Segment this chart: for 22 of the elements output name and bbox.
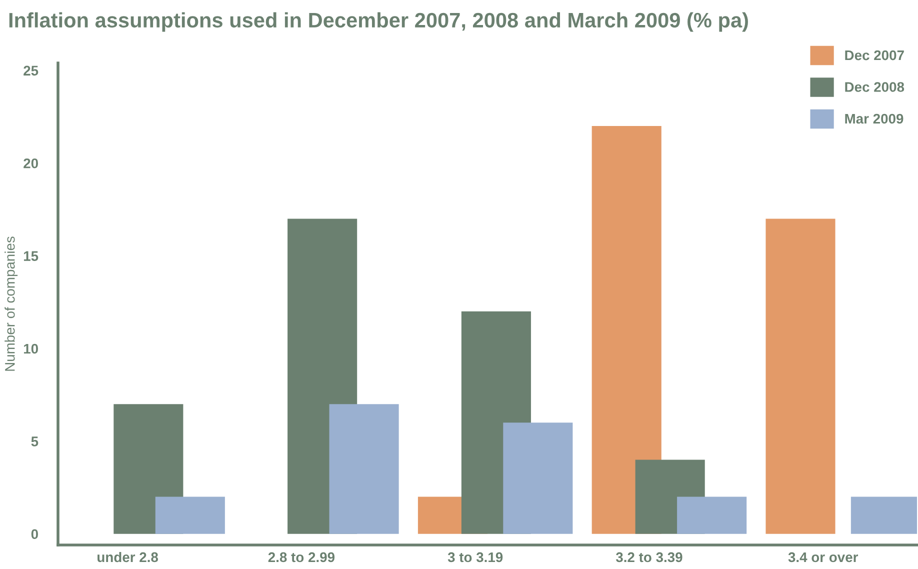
x-tick-label: 3.2 to 3.39 (616, 552, 682, 562)
chart-title: Inflation assumptions used in December 2007, 2008 and March 2009 (% pa) (9, 12, 748, 32)
y-axis-title: Number of companies (4, 236, 18, 371)
legend-label: Dec 2008 (845, 82, 904, 92)
y-tick-label: 15 (24, 251, 38, 261)
y-tick-label: 5 (31, 436, 38, 446)
x-tick-label: 2.8 to 2.99 (268, 552, 335, 562)
bar (329, 404, 399, 534)
y-tick-label: 0 (31, 529, 38, 540)
bar (677, 496, 747, 534)
bar (592, 126, 662, 534)
x-tick-label: 3.4 or over (788, 552, 858, 562)
bar (766, 218, 836, 534)
bar (155, 496, 225, 534)
y-tick-label: 25 (24, 66, 38, 76)
y-tick-label: 20 (24, 158, 38, 168)
bar (503, 422, 573, 534)
x-tick-label: 3 to 3.19 (448, 552, 503, 562)
legend-label: Dec 2007 (845, 50, 904, 60)
legend-label: Mar 2009 (845, 114, 904, 124)
x-tick-label: under 2.8 (98, 552, 158, 562)
y-tick-label: 10 (24, 344, 38, 354)
